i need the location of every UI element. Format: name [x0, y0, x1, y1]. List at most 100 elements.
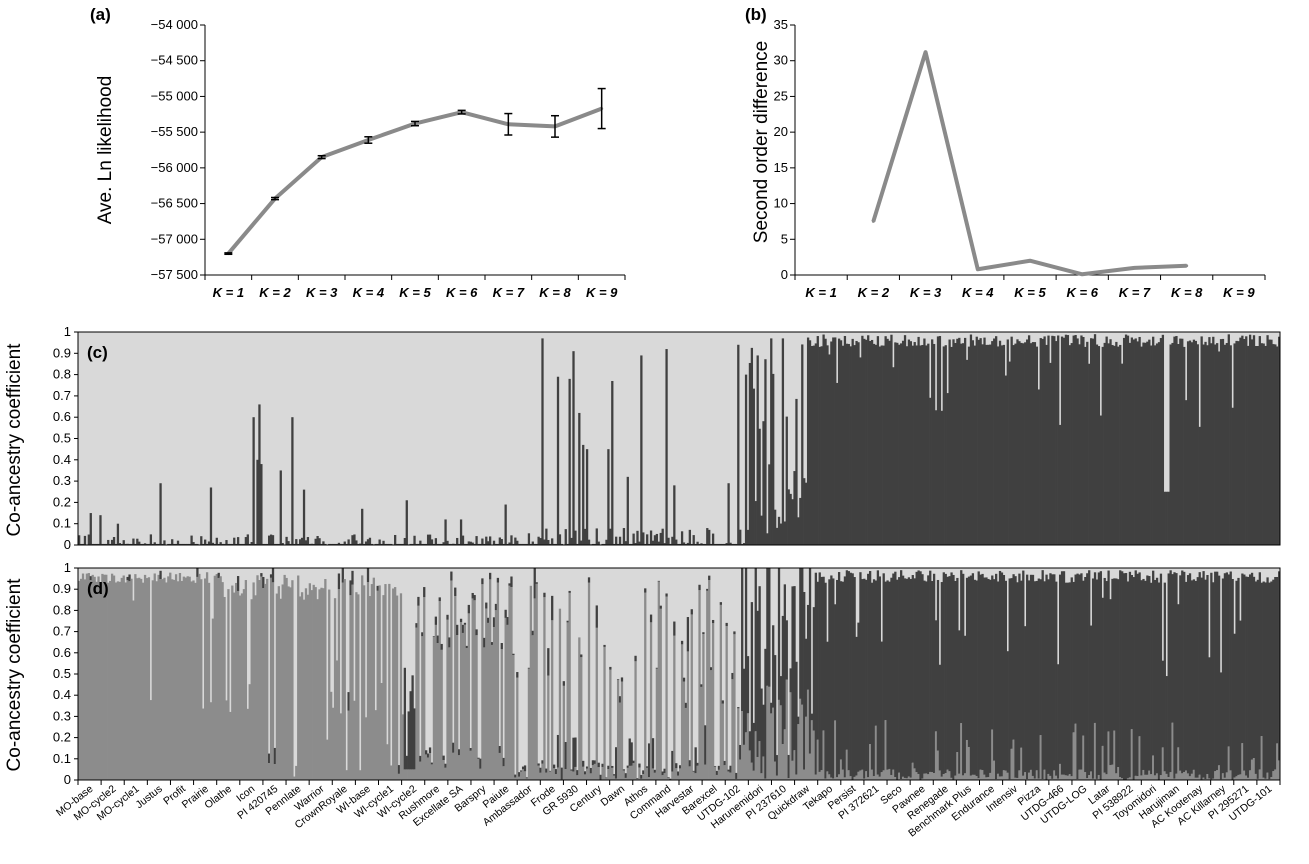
cluster-bar: [1144, 342, 1147, 545]
cluster-bar-dark: [1142, 578, 1145, 770]
cluster-bar-mid: [289, 587, 292, 780]
cluster-bar-dark: [504, 609, 507, 618]
cluster-bar-dark: [675, 763, 678, 769]
cluster-bar-dark: [647, 743, 651, 778]
y-tick-label: 0.3: [53, 473, 71, 488]
cluster-bar-mid: [238, 595, 242, 780]
cluster-bar: [710, 543, 713, 545]
cluster-bar: [931, 339, 934, 545]
cluster-bar-dark: [597, 762, 600, 768]
cluster-bar-mid: [79, 578, 83, 780]
cluster-bar: [775, 527, 779, 545]
cluster-bar-mid: [789, 692, 792, 780]
cluster-bar: [1258, 336, 1261, 545]
cluster-bar-dark: [613, 774, 616, 776]
cluster-bar: [93, 543, 96, 545]
cluster-bar-mid: [167, 576, 170, 780]
cluster-bar: [324, 543, 327, 545]
cluster-bar-mid: [591, 765, 595, 780]
cluster-bar-mid: [839, 759, 843, 780]
cluster-bar: [958, 337, 961, 545]
cluster-bar-dark: [599, 774, 602, 780]
cluster-bar: [180, 543, 184, 545]
cluster-bar-dark: [1039, 579, 1042, 736]
y-tick-label: 10: [774, 196, 788, 211]
cluster-bar: [1245, 336, 1248, 545]
cluster-bar: [322, 541, 325, 545]
cluster-bar: [457, 543, 461, 545]
cluster-bar-mid: [89, 580, 92, 780]
cluster-bar-mid: [200, 579, 203, 780]
cluster-bar: [1239, 337, 1242, 545]
y-tick-label: 0.6: [53, 645, 71, 660]
cluster-bar: [1004, 375, 1007, 545]
cluster-bar: [399, 543, 403, 545]
cluster-bar-dark: [837, 572, 841, 775]
cluster-bar-mid: [446, 619, 449, 780]
cluster-bar-mid: [326, 739, 329, 780]
cluster-bar: [746, 529, 750, 545]
cluster-bar: [882, 345, 885, 545]
cluster-bar: [386, 543, 389, 545]
cluster-bar-mid: [841, 769, 845, 780]
cluster-bar: [919, 345, 922, 545]
cluster-bar-dark: [985, 577, 988, 778]
cluster-bar-mid: [335, 660, 339, 780]
cluster-bar-dark: [971, 573, 975, 775]
cluster-bar-mid: [762, 756, 765, 780]
cluster-bar-dark: [748, 731, 752, 751]
cluster-bar-mid: [1062, 774, 1066, 780]
cluster-bar-dark: [686, 617, 690, 652]
cluster-bar-mid: [820, 770, 823, 780]
cluster-bar: [632, 533, 635, 545]
cluster-bar-mid: [140, 578, 143, 780]
cluster-bar-dark: [867, 573, 870, 778]
cluster-bar-dark: [618, 696, 622, 703]
cluster-bar-dark: [1064, 582, 1068, 776]
cluster-bar: [1212, 336, 1215, 545]
cluster-bar: [801, 344, 804, 545]
cluster-bar: [601, 543, 604, 545]
cluster-bar-mid: [143, 574, 147, 780]
cluster-bar-mid: [805, 716, 808, 780]
cluster-bar-dark: [1126, 581, 1130, 779]
cluster-bar: [345, 543, 348, 545]
cluster-bar: [983, 337, 986, 545]
cluster-bar: [1026, 339, 1029, 545]
cluster-bar-dark: [516, 672, 519, 678]
cluster-bar: [549, 543, 552, 545]
cluster-bar-mid: [903, 777, 907, 780]
cluster-bar: [934, 410, 938, 545]
cluster-bar: [1051, 335, 1054, 545]
cluster-bar-dark: [1148, 576, 1151, 771]
cluster-bar-dark: [1190, 580, 1194, 774]
cluster-bar: [1029, 343, 1033, 545]
cluster-bar: [376, 543, 379, 545]
cluster-bar-mid: [711, 623, 715, 780]
cluster-bar-dark: [737, 707, 740, 709]
cluster-bar-mid: [785, 679, 788, 780]
cluster-bar-mid: [1254, 773, 1258, 780]
cluster-bar: [1020, 342, 1023, 545]
cluster-bar-dark: [892, 573, 895, 770]
cluster-bar-mid: [1173, 778, 1176, 780]
cluster-bar: [618, 536, 622, 545]
error-bar: [271, 196, 279, 201]
cluster-bar-dark: [444, 763, 447, 768]
cluster-bar-mid: [636, 778, 639, 780]
cluster-bar-mid: [948, 771, 951, 780]
cluster-bar-mid: [812, 730, 816, 780]
cluster-bar-dark: [1171, 574, 1174, 723]
cluster-bar: [331, 543, 335, 545]
cluster-bar: [1126, 335, 1130, 545]
cluster-bar: [543, 539, 546, 545]
cluster-bar: [401, 543, 405, 545]
cluster-bar: [963, 337, 967, 545]
cluster-bar-mid: [485, 608, 488, 780]
cluster-bar: [430, 539, 434, 545]
cluster-bar: [671, 536, 674, 545]
cluster-bar-dark: [950, 572, 953, 778]
data-point: [1028, 259, 1032, 263]
cluster-bar-mid: [202, 708, 205, 780]
cluster-bar: [686, 542, 690, 545]
